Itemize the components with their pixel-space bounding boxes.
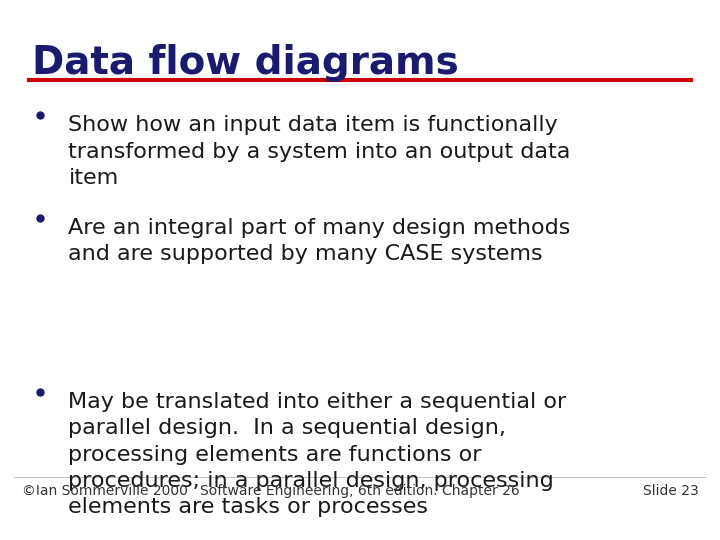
Text: Show how an input data item is functionally
transformed by a system into an outp: Show how an input data item is functiona… — [68, 115, 571, 188]
Text: Slide 23: Slide 23 — [643, 484, 698, 498]
Text: Are an integral part of many design methods
and are supported by many CASE syste: Are an integral part of many design meth… — [68, 218, 571, 264]
Text: Data flow diagrams: Data flow diagrams — [32, 44, 459, 82]
Text: Software Engineering, 6th edition. Chapter 26: Software Engineering, 6th edition. Chapt… — [200, 484, 520, 498]
Text: May be translated into either a sequential or
parallel design.  In a sequential : May be translated into either a sequenti… — [68, 392, 567, 517]
Text: ©Ian Sommerville 2000: ©Ian Sommerville 2000 — [22, 484, 187, 498]
